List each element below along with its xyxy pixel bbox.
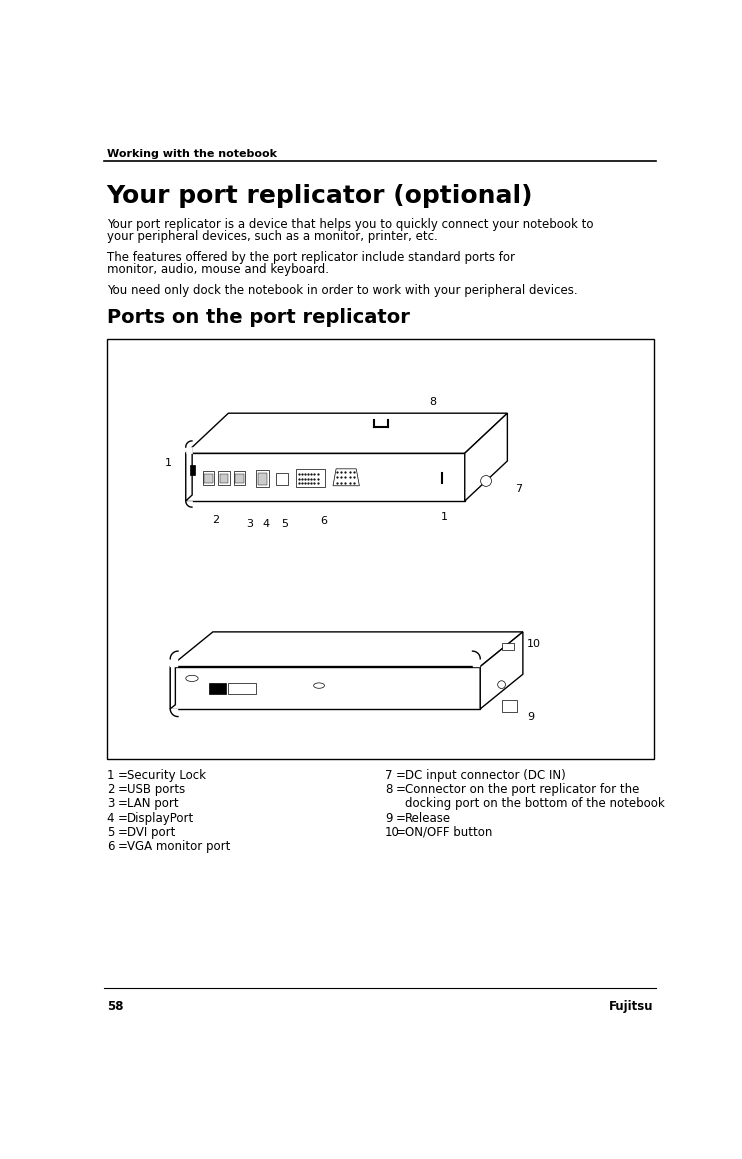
Text: 6: 6 (321, 517, 327, 526)
Ellipse shape (314, 683, 324, 688)
Text: 4: 4 (263, 519, 270, 530)
Text: =: = (395, 783, 406, 796)
Polygon shape (480, 632, 523, 709)
Bar (204, 474, 213, 483)
Bar (229, 683, 255, 694)
Bar (277, 473, 288, 484)
Text: 1: 1 (441, 512, 448, 522)
Bar (257, 473, 267, 484)
Text: =: = (395, 811, 406, 825)
Polygon shape (170, 709, 178, 716)
Bar (502, 642, 514, 650)
Text: 10: 10 (527, 639, 541, 649)
Polygon shape (502, 700, 517, 712)
Bar (255, 469, 269, 487)
Text: 5: 5 (281, 519, 289, 530)
Text: Fujitsu: Fujitsu (609, 1000, 654, 1013)
Polygon shape (170, 663, 175, 709)
Text: DC input connector (DC IN): DC input connector (DC IN) (405, 768, 566, 782)
Text: =: = (395, 826, 406, 839)
Text: 7: 7 (385, 768, 393, 782)
Text: VGA monitor port: VGA monitor port (127, 840, 230, 853)
Text: 2: 2 (107, 783, 114, 796)
Bar (107, 340, 654, 759)
Polygon shape (186, 501, 192, 508)
Text: 58: 58 (107, 1000, 123, 1013)
Text: =: = (117, 797, 128, 810)
Bar (209, 683, 226, 694)
Text: Working with the notebook: Working with the notebook (107, 150, 277, 159)
Text: 1: 1 (165, 458, 172, 468)
Text: LAN port: LAN port (127, 797, 179, 810)
Text: 3: 3 (246, 519, 253, 530)
Circle shape (498, 680, 505, 688)
Bar (191, 466, 195, 475)
Polygon shape (186, 453, 464, 501)
Text: 3: 3 (107, 797, 114, 810)
Polygon shape (186, 447, 192, 501)
Text: ON/OFF button: ON/OFF button (405, 826, 493, 839)
Text: The features offered by the port replicator include standard ports for: The features offered by the port replica… (107, 250, 515, 264)
Polygon shape (186, 414, 508, 453)
Text: 2: 2 (211, 515, 219, 525)
Bar (218, 472, 230, 484)
Text: =: = (117, 826, 128, 839)
Polygon shape (333, 469, 359, 486)
Text: monitor, audio, mouse and keyboard.: monitor, audio, mouse and keyboard. (107, 263, 329, 276)
Bar (220, 474, 229, 483)
Polygon shape (170, 658, 178, 666)
Text: =: = (117, 768, 128, 782)
Text: docking port on the bottom of the notebook: docking port on the bottom of the notebo… (405, 797, 665, 810)
Circle shape (481, 475, 491, 487)
Polygon shape (464, 414, 508, 501)
Text: Security Lock: Security Lock (127, 768, 206, 782)
Text: 10: 10 (385, 826, 400, 839)
Text: Your port replicator is a device that helps you to quickly connect your notebook: Your port replicator is a device that he… (107, 218, 593, 231)
Text: DisplayPort: DisplayPort (127, 811, 194, 825)
Text: You need only dock the notebook in order to work with your peripheral devices.: You need only dock the notebook in order… (107, 284, 577, 297)
Text: Your port replicator (optional): Your port replicator (optional) (107, 184, 533, 207)
Text: 7: 7 (515, 484, 522, 494)
Text: =: = (117, 840, 128, 853)
Text: 6: 6 (107, 840, 114, 853)
Text: 5: 5 (107, 826, 114, 839)
Text: 8: 8 (385, 783, 393, 796)
Polygon shape (170, 632, 523, 666)
Bar (235, 474, 244, 483)
Bar (203, 472, 214, 484)
Text: 9: 9 (527, 712, 534, 722)
Text: 4: 4 (107, 811, 114, 825)
Bar (234, 472, 246, 484)
Text: your peripheral devices, such as a monitor, printer, etc.: your peripheral devices, such as a monit… (107, 229, 438, 242)
Text: Connector on the port replicator for the: Connector on the port replicator for the (405, 783, 640, 796)
Text: 9: 9 (385, 811, 393, 825)
Text: Release: Release (405, 811, 451, 825)
Text: DVI port: DVI port (127, 826, 175, 839)
Text: Ports on the port replicator: Ports on the port replicator (107, 308, 410, 328)
Polygon shape (170, 666, 480, 709)
Text: =: = (395, 768, 406, 782)
Text: =: = (117, 811, 128, 825)
Polygon shape (473, 658, 480, 666)
Polygon shape (186, 447, 192, 453)
Text: USB ports: USB ports (127, 783, 185, 796)
Bar (296, 469, 325, 487)
Ellipse shape (186, 676, 198, 681)
Text: 8: 8 (430, 398, 436, 407)
Text: 1: 1 (107, 768, 114, 782)
Text: =: = (117, 783, 128, 796)
